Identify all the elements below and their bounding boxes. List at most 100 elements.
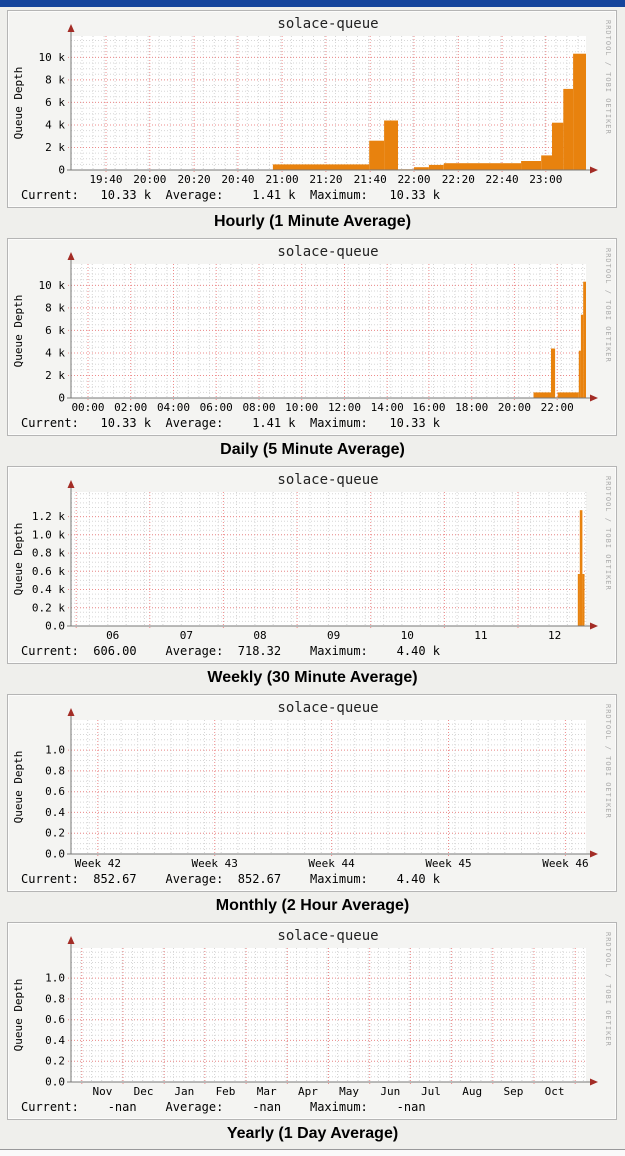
y-axis-label: Queue Depth	[12, 523, 25, 596]
top-bar	[0, 0, 625, 7]
x-tick-label: May	[339, 1085, 359, 1098]
chart-heading-hourly: Hourly (1 Minute Average)	[213, 213, 412, 230]
x-tick-label: 10	[401, 629, 414, 642]
x-tick-label: Week 43	[192, 857, 238, 870]
y-tick-label: 4 k	[45, 119, 65, 132]
y-axis-label: Queue Depth	[12, 751, 25, 824]
x-tick-label: 04:00	[157, 401, 190, 414]
x-tick-label: 21:00	[266, 173, 299, 186]
x-tick-label: Oct	[545, 1085, 565, 1098]
rrdtool-watermark: RRDTOOL / TOBI OETIKER	[604, 932, 612, 1047]
legend-stats: Current: 10.33 k Average: 1.41 k Maximum…	[21, 416, 441, 430]
x-tick-label: 00:00	[71, 401, 104, 414]
data-area-series	[577, 510, 585, 626]
x-tick-label: Week 46	[542, 857, 588, 870]
x-axis-arrow-icon	[590, 622, 598, 630]
y-axis-arrow-icon	[67, 936, 75, 944]
x-tick-label: Week 45	[425, 857, 471, 870]
grid-major	[68, 36, 586, 173]
graph-title: solace-queue	[277, 244, 378, 260]
y-tick-label: 1.0	[45, 744, 65, 757]
x-tick-label: 08:00	[242, 401, 275, 414]
graph-title: solace-queue	[277, 16, 378, 32]
y-tick-label: 10 k	[39, 279, 66, 292]
x-axis-arrow-icon	[590, 394, 598, 402]
y-tick-label: 2 k	[45, 141, 65, 154]
axes	[67, 942, 592, 1083]
y-tick-label: 6 k	[45, 324, 65, 337]
chart-block-monthly: solace-queue 0.0 0.2 0.4 0.6 0.8 1.0 Week 42 Wee…	[7, 694, 618, 919]
plot-area	[71, 264, 586, 398]
axes	[67, 258, 592, 399]
chart-heading-monthly: Monthly (2 Hour Average)	[215, 897, 410, 914]
x-tick-label: 22:00	[397, 173, 430, 186]
y-axis-arrow-icon	[67, 708, 75, 716]
chart-heading-daily: Daily (5 Minute Average)	[220, 441, 405, 458]
chart-block-yearly: solace-queue 0.0 0.2 0.4 0.6 0.8 1.0 Nov Dec Jan F…	[7, 922, 618, 1147]
axes	[67, 714, 592, 855]
y-tick-label: 6 k	[45, 96, 65, 109]
data-area-series	[272, 53, 586, 171]
graph-panel-hourly[interactable]: solace-queue 0 2 k 4 k 6 k 8 k 10 k 19:40 20:00 2…	[7, 10, 617, 208]
grid-minor	[71, 492, 587, 626]
x-tick-label: Apr	[298, 1085, 318, 1098]
x-tick-label: Week 44	[308, 857, 355, 870]
y-tick-label: 0.4	[45, 806, 65, 819]
graph-title: solace-queue	[277, 472, 378, 488]
y-axis-label: Queue Depth	[12, 67, 25, 140]
x-axis-arrow-icon	[590, 850, 598, 858]
x-tick-label: Mar	[257, 1085, 277, 1098]
x-tick-label: Sep	[503, 1085, 523, 1098]
y-tick-label: 0.4	[45, 1034, 65, 1047]
x-tick-label: 22:40	[486, 173, 519, 186]
graph-panel-daily[interactable]: solace-queue 0 2 k 4 k 6 k 8 k 10 k 00:00 02:00 0…	[7, 238, 617, 436]
x-tick-label: 14:00	[371, 401, 404, 414]
x-tick-label: Aug	[462, 1085, 482, 1098]
x-tick-label: Nov	[92, 1085, 112, 1098]
x-tick-label: 23:00	[529, 173, 562, 186]
y-tick-label: 0.6	[45, 785, 65, 798]
y-axis-label: Queue Depth	[12, 295, 25, 368]
y-tick-label: 0.2	[45, 1055, 65, 1068]
x-tick-label: Feb	[216, 1085, 236, 1098]
x-tick-label: 20:00	[133, 173, 166, 186]
x-tick-label: Dec	[134, 1085, 154, 1098]
x-tick-label: 21:20	[309, 173, 342, 186]
graph-image-daily: solace-queue 0 2 k 4 k 6 k 8 k 10 k 00:00 02:00 0…	[12, 244, 612, 430]
y-tick-label: 4 k	[45, 347, 65, 360]
x-tick-label: 11	[474, 629, 487, 642]
graph-panel-monthly[interactable]: solace-queue 0.0 0.2 0.4 0.6 0.8 1.0 Week 42 Wee…	[7, 694, 617, 892]
y-axis-label: Queue Depth	[12, 979, 25, 1052]
chart-heading-yearly: Yearly (1 Day Average)	[226, 1125, 399, 1142]
legend-stats: Current: 10.33 k Average: 1.41 k Maximum…	[21, 188, 441, 202]
x-tick-label: 19:40	[89, 173, 122, 186]
graph-panel-yearly[interactable]: solace-queue 0.0 0.2 0.4 0.6 0.8 1.0 Nov Dec Jan F…	[7, 922, 617, 1120]
axes	[67, 486, 592, 627]
x-tick-label: 02:00	[114, 401, 147, 414]
axes	[67, 30, 592, 171]
x-tick-label: 06	[106, 629, 119, 642]
graph-panel-weekly[interactable]: solace-queue 0.0 0.2 k 0.4 k 0.6 k 0.8 k 1.0 k…	[7, 466, 617, 664]
y-tick-label: 0.0	[45, 620, 65, 633]
chart-heading-weekly: Weekly (30 Minute Average)	[207, 669, 418, 686]
graph-image-monthly: solace-queue 0.0 0.2 0.4 0.6 0.8 1.0 Week 42 Wee…	[12, 700, 612, 886]
y-tick-label: 0.8	[45, 764, 65, 777]
y-tick-label: 0.2 k	[32, 601, 65, 614]
y-tick-label: 1.2 k	[32, 510, 65, 523]
x-axis-arrow-icon	[590, 166, 598, 174]
graph-title: solace-queue	[277, 928, 378, 944]
y-tick-label: 0.8 k	[32, 547, 65, 560]
y-tick-label: 2 k	[45, 369, 65, 382]
x-tick-label: 07	[180, 629, 193, 642]
y-tick-label: 0.6	[45, 1013, 65, 1026]
legend-stats: Current: 606.00 Average: 718.32 Maximum:…	[21, 644, 441, 658]
y-axis-arrow-icon	[67, 252, 75, 260]
x-tick-label: Jun	[380, 1085, 400, 1098]
x-tick-label: 20:40	[221, 173, 254, 186]
y-tick-label: 8 k	[45, 73, 65, 86]
x-tick-label: Jul	[421, 1085, 441, 1098]
legend-stats: Current: -nan Average: -nan Maximum: -na…	[21, 1100, 426, 1114]
graph-image-yearly: solace-queue 0.0 0.2 0.4 0.6 0.8 1.0 Nov Dec Jan F…	[12, 928, 612, 1114]
graph-title: solace-queue	[277, 700, 378, 716]
x-tick-label: 18:00	[455, 401, 488, 414]
